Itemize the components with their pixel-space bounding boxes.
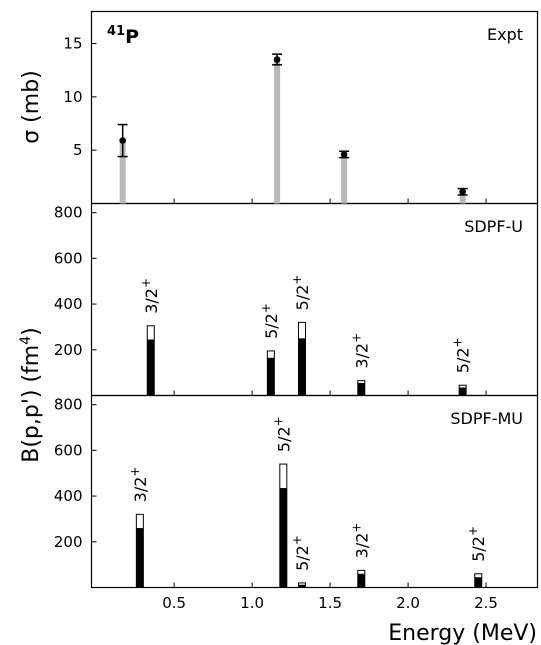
expt-bar (459, 191, 466, 204)
state-parity: + (139, 278, 153, 288)
y-tick-label: 10 (63, 88, 82, 106)
y-axis-title-shared-main: B(p,p') (fm (19, 345, 44, 463)
nucleus-label: 41P (107, 24, 139, 48)
state-label: 3/2+ (128, 467, 150, 503)
y-tick-label: 400 (54, 487, 83, 505)
state-label: 3/2+ (349, 333, 371, 369)
theory-bar-part (267, 357, 275, 396)
y-axis-title-expt: σ (mb) (19, 70, 44, 144)
x-tick-label: 2.0 (396, 594, 420, 612)
state-label: 5/2+ (451, 337, 473, 373)
state-parity: + (128, 467, 142, 477)
state-spin: 5/2 (469, 536, 488, 562)
expt-bar (119, 140, 126, 204)
state-spin: 5/2 (274, 426, 293, 452)
state-label: 3/2+ (349, 523, 371, 559)
x-axis-title: Energy (MeV) (388, 621, 537, 645)
panel-label-sdpf-u: SDPF-U (464, 217, 523, 236)
theory-bar-part (136, 528, 144, 588)
state-label: 5/2+ (290, 275, 312, 311)
y-tick-label: 800 (54, 204, 83, 222)
state-parity: + (451, 337, 465, 347)
expt-bar (341, 154, 348, 204)
x-tick-label: 0.5 (162, 594, 186, 612)
x-tick-label: 1.5 (318, 594, 342, 612)
theory-bar-part (474, 577, 482, 588)
state-spin: 3/2 (352, 343, 371, 369)
panel-expt-frame (90, 10, 539, 205)
state-parity: + (259, 303, 273, 313)
y-axis-title-shared: B(p,p') (fm4) (18, 327, 44, 463)
state-parity: + (349, 333, 363, 343)
state-parity: + (271, 416, 285, 426)
theory-bar-part (298, 338, 306, 396)
y-axis-title-shared-end: ) (19, 327, 44, 336)
y-tick-label: 5 (73, 141, 83, 159)
state-spin: 3/2 (142, 288, 161, 314)
chart-marks: 0.5 1.0 1.5 2.0 2.5510152004006008003/2+5/2+… (54, 35, 498, 613)
y-axis-title-shared-sup: 4 (18, 336, 34, 345)
panel-label-sdpf-mu: SDPF-MU (450, 409, 523, 428)
y-tick-label: 800 (54, 396, 83, 414)
state-spin: 5/2 (262, 313, 281, 339)
state-parity: + (349, 523, 363, 533)
theory-bar-part (298, 584, 306, 588)
state-label: 5/2+ (271, 416, 293, 452)
y-tick-label: 600 (54, 441, 83, 459)
panel-label-expt: Expt (487, 25, 523, 44)
y-tick-label: 200 (54, 533, 83, 551)
expt-data-point (459, 188, 466, 196)
state-parity: + (466, 526, 480, 536)
state-label: 3/2+ (139, 278, 161, 314)
state-label: 5/2+ (466, 526, 488, 562)
expt-data-point (273, 56, 281, 63)
state-parity: + (290, 275, 304, 285)
theory-bar-part (357, 382, 365, 396)
state-spin: 5/2 (454, 347, 473, 373)
state-spin: 3/2 (352, 533, 371, 559)
y-tick-label: 15 (63, 35, 82, 53)
expt-data-point (340, 151, 348, 158)
nucleus-symbol: P (125, 26, 139, 48)
state-spin: 5/2 (293, 285, 312, 311)
state-label: 5/2+ (290, 535, 312, 571)
x-tick-label: 2.5 (474, 594, 498, 612)
y-tick-label: 600 (54, 249, 83, 267)
nucleus-mass: 41 (107, 24, 125, 39)
y-tick-label: 200 (54, 341, 83, 359)
theory-bar-part (279, 488, 287, 588)
expt-data-point (119, 137, 126, 144)
expt-bar (274, 59, 281, 204)
theory-bar-part (459, 387, 467, 396)
y-tick-label: 400 (54, 295, 83, 313)
state-spin: 3/2 (131, 477, 150, 503)
panel-sdpf-mu-frame (90, 394, 539, 589)
theory-bar-part (147, 339, 155, 396)
theory-bar-part (357, 573, 365, 588)
state-spin: 5/2 (293, 545, 312, 571)
state-label: 5/2+ (259, 303, 281, 339)
x-tick-label: 1.0 (240, 594, 264, 612)
state-parity: + (290, 535, 304, 545)
